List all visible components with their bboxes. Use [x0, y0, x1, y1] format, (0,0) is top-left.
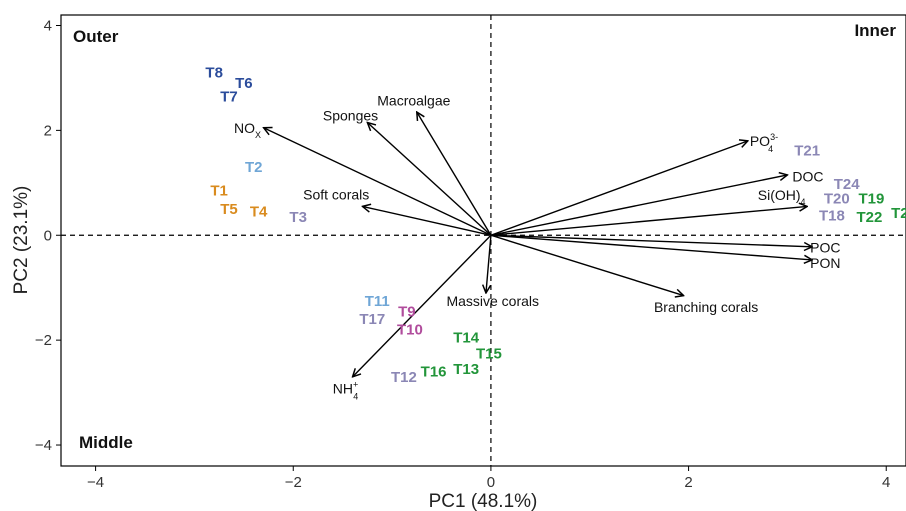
loading-arrow: [417, 112, 492, 236]
x-axis-title: PC1 (48.1%): [429, 491, 538, 511]
loading-label: Soft corals: [303, 186, 369, 202]
loading-arrow: [353, 234, 492, 377]
site-label-t18: T18: [819, 207, 845, 224]
site-label-t11: T11: [365, 293, 390, 310]
y-tick-label: 0: [44, 227, 52, 244]
site-label-t6: T6: [235, 75, 253, 92]
loading-label-text: Soft corals: [303, 186, 369, 202]
loading-arrow: [490, 206, 807, 236]
loading-label-text: Sponges: [323, 108, 378, 124]
site-label-t20: T20: [824, 191, 850, 208]
site-label-t12: T12: [391, 369, 417, 386]
y-axis-title: PC2 (23.1%): [11, 186, 32, 295]
site-label-t8: T8: [205, 65, 223, 82]
x-tick-label: 4: [882, 474, 890, 491]
site-label-t1: T1: [210, 183, 228, 200]
site-label-t13: T13: [453, 361, 479, 378]
x-axis-ticks: −4 −2 0 2 4: [87, 466, 890, 491]
loading-label-subscript: 4: [768, 144, 773, 154]
loading-arrow: [490, 175, 787, 236]
site-label-t7: T7: [220, 88, 238, 105]
loading-label-subscript: 4: [353, 391, 358, 401]
x-tick-label: −4: [87, 474, 104, 491]
loading-arrow: [486, 235, 492, 293]
plot-frame: [60, 14, 906, 467]
loading-label: PON: [810, 255, 840, 271]
site-label-t23: T23: [891, 205, 906, 222]
x-tick-label: 0: [487, 474, 495, 491]
y-tick-label: 2: [44, 122, 52, 139]
site-label-t24: T24: [834, 176, 861, 193]
site-label-t3: T3: [289, 209, 307, 226]
loading-label-text: PON: [810, 255, 840, 271]
loading-label-text: NH: [333, 380, 353, 396]
x-tick-label: −2: [285, 474, 302, 491]
site-label-t9: T9: [398, 303, 416, 320]
loading-arrow: [362, 206, 492, 236]
y-tick-label: 4: [44, 17, 52, 34]
loading-label: Branching corals: [654, 299, 758, 315]
loading-arrow: [490, 234, 812, 260]
loading-label: Sponges: [323, 108, 378, 124]
plot-area: [60, 14, 906, 467]
loading-label-superscript: 3-: [770, 132, 778, 142]
loading-label-subscript: X: [255, 130, 261, 140]
loading-arrow: [490, 234, 684, 295]
loading-label-text: Branching corals: [654, 299, 758, 315]
loading-label: Massive corals: [446, 293, 539, 309]
loading-label: Si(OH)4: [758, 187, 806, 207]
site-label-t4: T4: [250, 204, 268, 221]
site-label-t10: T10: [397, 322, 423, 339]
site-label-t14: T14: [453, 330, 480, 347]
loading-label-text: Massive corals: [446, 293, 539, 309]
site-label-t16: T16: [421, 364, 447, 381]
region-label-inner: Inner: [854, 21, 896, 40]
loading-arrow: [490, 141, 748, 236]
site-label-t15: T15: [476, 345, 502, 362]
loading-label: Macroalgae: [377, 92, 450, 108]
loading-label: NH+ 4: [333, 379, 359, 401]
loading-label-superscript: +: [353, 379, 358, 389]
site-label-t22: T22: [857, 209, 883, 226]
site-label-t21: T21: [794, 142, 820, 159]
loading-label-text: POC: [810, 239, 840, 255]
y-tick-label: −4: [35, 437, 52, 454]
loading-label-text: NO: [234, 120, 255, 136]
y-tick-label: −2: [35, 332, 52, 349]
loading-label-text: DOC: [792, 169, 823, 185]
region-label-middle: Middle: [79, 433, 133, 452]
region-labels: Outer Inner Middle: [73, 21, 896, 452]
site-label-t2: T2: [245, 159, 263, 176]
loading-label-text: Si(OH): [758, 187, 801, 203]
loading-label-subscript: 4: [801, 197, 806, 207]
site-label-t17: T17: [359, 311, 385, 328]
loading-arrow: [367, 123, 492, 236]
loading-label-text: Macroalgae: [377, 92, 450, 108]
loading-label: POC: [810, 239, 840, 255]
loading-label: PO3- 4: [750, 132, 778, 154]
loading-arrow: [264, 128, 492, 236]
site-label-t5: T5: [220, 201, 238, 218]
loading-arrow: [490, 234, 812, 247]
x-tick-label: 2: [684, 474, 692, 491]
loading-label: DOC: [792, 169, 823, 185]
loading-label: NOX: [234, 120, 261, 140]
y-axis-ticks: 4 2 0 −2 −4: [35, 17, 61, 454]
site-label-t19: T19: [858, 191, 884, 208]
loading-label-text: PO: [750, 133, 770, 149]
region-label-outer: Outer: [73, 27, 119, 46]
